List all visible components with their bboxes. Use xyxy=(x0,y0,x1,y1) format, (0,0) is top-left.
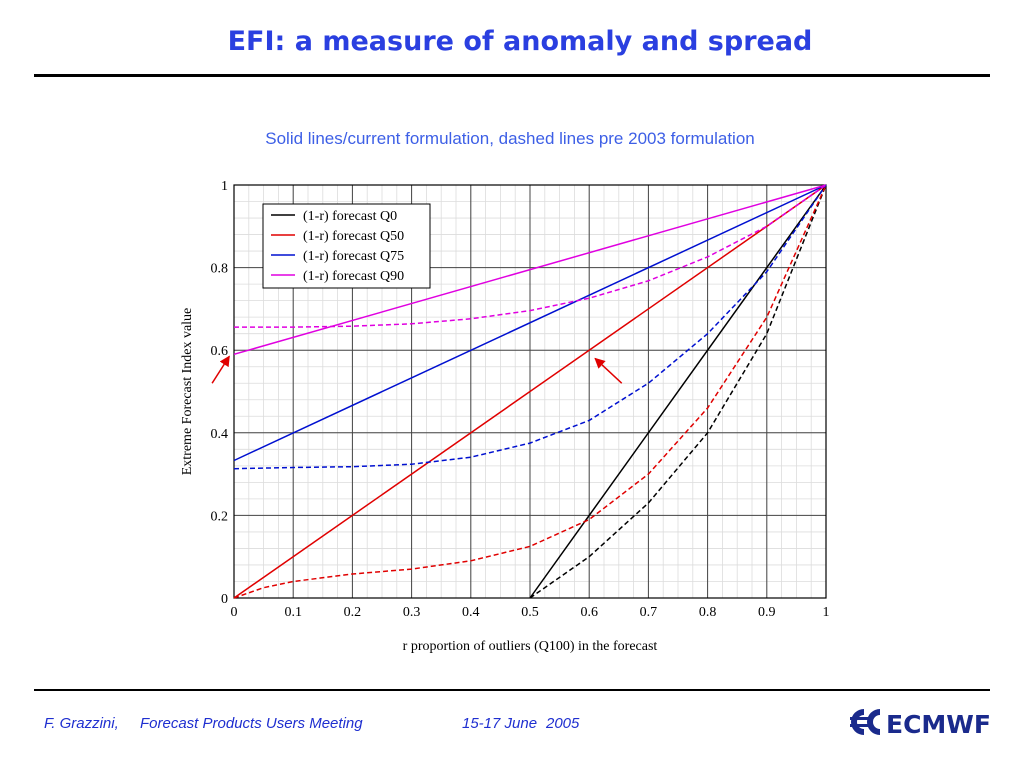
series-line-dashed xyxy=(529,184,827,599)
series-line-dashed xyxy=(233,184,827,599)
x-tick-label: 0.7 xyxy=(640,605,658,620)
slide-subtitle: Solid lines/current formulation, dashed … xyxy=(265,129,755,148)
footer-divider xyxy=(34,689,990,691)
series-line-dashed xyxy=(233,184,827,470)
x-tick-label: 1 xyxy=(823,605,830,620)
series-line xyxy=(233,184,827,462)
annotation-arrow xyxy=(211,355,230,384)
y-axis-label: Extreme Forecast Index value xyxy=(180,308,195,476)
footer-author: F. Grazzini, xyxy=(44,715,119,732)
y-tick-label: 0.8 xyxy=(211,262,229,277)
legend-label: (1-r) forecast Q90 xyxy=(303,269,404,284)
x-tick-label: 0.9 xyxy=(758,605,776,620)
footer-event: Forecast Products Users Meeting xyxy=(140,715,363,732)
series-line xyxy=(233,184,827,599)
series-line-dashed xyxy=(234,184,827,328)
y-tick-label: 0 xyxy=(221,592,228,607)
x-tick-label: 0.1 xyxy=(284,605,302,620)
slide-title: EFI: a measure of anomaly and spread xyxy=(227,26,813,57)
ecmwf-logo: ECMWF xyxy=(850,709,991,738)
legend-box xyxy=(262,203,431,289)
y-tick-label: 0.2 xyxy=(211,509,229,524)
legend-label: (1-r) forecast Q50 xyxy=(303,229,404,244)
y-tick-label: 1 xyxy=(221,179,228,194)
y-tick-label: 0.4 xyxy=(211,427,229,442)
x-tick-label: 0.5 xyxy=(521,605,539,620)
footer-dates: 15-17 June xyxy=(462,715,538,732)
x-tick-label: 0.4 xyxy=(462,605,480,620)
x-tick-label: 0.2 xyxy=(344,605,362,620)
x-tick-label: 0.3 xyxy=(403,605,421,620)
x-tick-label: 0 xyxy=(231,605,238,620)
series-line xyxy=(529,184,827,599)
x-tick-label: 0.8 xyxy=(699,605,717,620)
footer-year: 2005 xyxy=(546,715,580,732)
x-tick-label: 0.6 xyxy=(580,605,598,620)
annotation-arrow xyxy=(594,357,623,384)
logo-text: ECMWF xyxy=(886,710,991,738)
title-divider xyxy=(34,74,990,77)
legend-label: (1-r) forecast Q0 xyxy=(303,209,397,224)
y-tick-label: 0.6 xyxy=(211,344,229,359)
x-axis-label: r proportion of outliers (Q100) in the f… xyxy=(403,639,658,654)
legend-label: (1-r) forecast Q75 xyxy=(303,249,404,264)
